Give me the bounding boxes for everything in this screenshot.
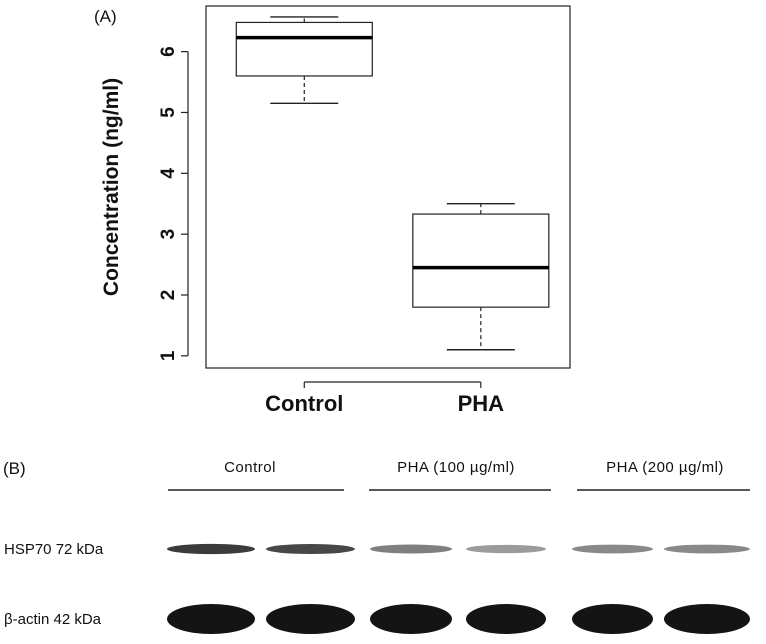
group-header: PHA (200 µg/ml)	[606, 459, 724, 476]
blot-rows: HSP70 72 kDa β-actin 42 kDa	[4, 541, 750, 634]
x-tick-label: Control	[265, 391, 343, 416]
boxplots	[235, 16, 550, 351]
panel-b: (B) Control PHA (100 µg/ml) PHA (200 µg/ml…	[3, 459, 750, 634]
group-header: Control	[224, 459, 276, 476]
plot-frame	[205, 5, 571, 369]
band	[266, 543, 355, 555]
band	[466, 604, 546, 634]
band	[466, 544, 546, 554]
band	[167, 604, 255, 634]
y-tick-label: 1	[158, 350, 179, 361]
group-header: PHA (100 µg/ml)	[397, 459, 515, 476]
band	[572, 544, 653, 554]
blot-row: β-actin 42 kDa	[4, 604, 750, 634]
y-tick-label: 4	[158, 168, 179, 179]
x-axis: Control PHA	[265, 381, 505, 416]
blot-row: HSP70 72 kDa	[4, 541, 750, 558]
panel-a-label: (A)	[94, 7, 117, 26]
band	[167, 543, 255, 555]
band	[664, 604, 750, 634]
panel-b-label: (B)	[3, 459, 26, 478]
band	[370, 544, 452, 554]
iqr-box	[235, 21, 373, 77]
band	[370, 604, 452, 634]
x-tick-label: PHA	[458, 391, 505, 416]
y-tick-label: 5	[158, 107, 179, 118]
boxplot-control	[235, 16, 373, 105]
y-axis-label: Concentration (ng/ml)	[100, 78, 123, 296]
boxplot-pha	[412, 203, 550, 351]
row-label: β-actin 42 kDa	[4, 611, 102, 628]
iqr-box	[412, 213, 550, 308]
group-headers: Control PHA (100 µg/ml) PHA (200 µg/ml)	[168, 459, 750, 491]
band	[572, 604, 653, 634]
y-axis: 1 2 3 4 5 6	[158, 46, 189, 361]
y-tick-label: 6	[158, 46, 179, 57]
band	[266, 604, 355, 634]
y-tick-label: 3	[158, 229, 179, 240]
row-label: HSP70 72 kDa	[4, 541, 104, 558]
panel-a: (A) 1 2 3 4 5 6 Control PHA Concentration (ng/…	[94, 5, 571, 416]
band	[664, 544, 750, 554]
y-tick-label: 2	[158, 290, 179, 301]
